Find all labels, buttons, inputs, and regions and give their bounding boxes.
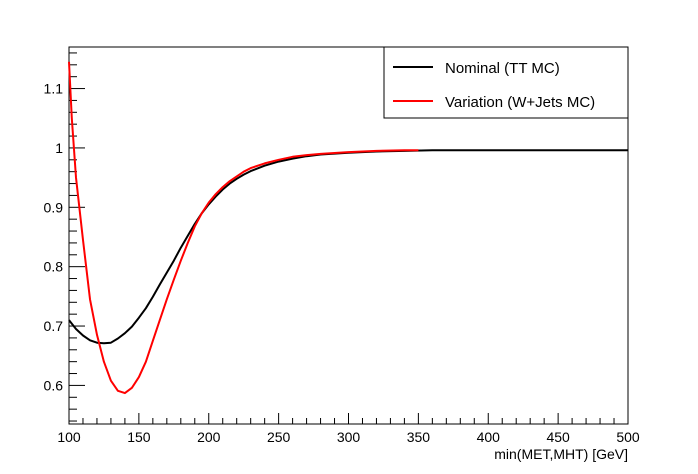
- legend-label-nominal: Nominal (TT MC): [445, 60, 560, 77]
- legend-box: [383, 46, 629, 119]
- y-tick-label: 1: [55, 140, 63, 156]
- y-tick-label: 0.7: [44, 318, 64, 334]
- x-tick-label: 200: [197, 429, 221, 445]
- y-tick-label: 1.1: [44, 81, 64, 97]
- x-tick-label: 450: [546, 429, 570, 445]
- y-tick-label: 0.6: [44, 377, 64, 393]
- x-tick-label: 500: [616, 429, 640, 445]
- x-tick-label: 350: [407, 429, 431, 445]
- series-line-variation: [68, 61, 419, 395]
- x-tick-label: 300: [337, 429, 361, 445]
- x-tick-label: 400: [477, 429, 501, 445]
- series-line-nominal: [68, 149, 628, 345]
- series-layer: [68, 61, 628, 395]
- x-tick-label: 100: [57, 429, 81, 445]
- y-tick-label: 0.9: [44, 199, 64, 215]
- y-axis-ticks: 0.6 0.7 0.8 0.9 1 1.1: [44, 52, 85, 422]
- x-tick-label: 150: [127, 429, 151, 445]
- x-axis-title: min(MET,MHT) [GeV]: [494, 446, 628, 462]
- x-axis-ticks: 100 150 200 250 300 350 400 450 500: [57, 413, 640, 445]
- legend: Nominal (TT MC) Variation (W+Jets MC): [383, 46, 629, 119]
- y-tick-label: 0.8: [44, 259, 64, 275]
- legend-label-variation: Variation (W+Jets MC): [445, 94, 595, 111]
- x-tick-label: 250: [267, 429, 291, 445]
